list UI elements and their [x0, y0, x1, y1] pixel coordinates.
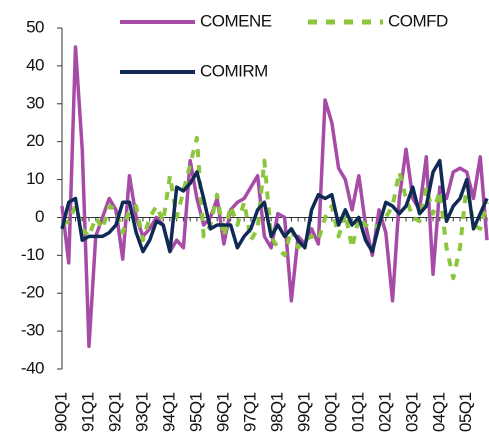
y-tick-label: 0 [35, 207, 44, 226]
x-tick-label: 96Q1 [213, 392, 232, 432]
y-tick-label: 10 [26, 169, 44, 188]
x-tick-label: 94Q1 [159, 392, 178, 432]
x-tick-label: 04Q1 [429, 392, 448, 432]
x-tick-label: 93Q1 [132, 392, 151, 432]
x-tick-label: 98Q1 [267, 392, 286, 432]
x-tick-label: 05Q1 [456, 392, 475, 432]
legend-label: COMENE [200, 11, 272, 30]
y-tick-label: 40 [26, 55, 44, 74]
series-line [60, 45, 489, 349]
series-line [61, 135, 489, 281]
x-tick-label: 03Q1 [402, 392, 421, 432]
x-tick-label: 91Q1 [78, 392, 97, 432]
x-tick-label: 00Q1 [321, 392, 340, 432]
legend-label: COMIRM [200, 61, 268, 80]
y-tick-label: 30 [26, 93, 44, 112]
x-tick-label: 92Q1 [105, 392, 124, 432]
x-tick-label: 01Q1 [348, 392, 367, 432]
y-tick-label: -20 [21, 283, 44, 302]
series-line [60, 158, 489, 254]
y-tick-label: -10 [21, 245, 44, 264]
y-tick-label: 20 [26, 131, 44, 150]
x-tick-label: 95Q1 [186, 392, 205, 432]
y-tick-label: 50 [26, 17, 44, 36]
y-tick-label: -40 [21, 358, 44, 377]
y-tick-label: -30 [21, 321, 44, 340]
x-tick-label: 02Q1 [375, 392, 394, 432]
x-tick-label: 97Q1 [240, 392, 259, 432]
x-tick-label: 99Q1 [294, 392, 313, 432]
x-tick-label: 90Q1 [51, 392, 70, 432]
legend-label: COMFD [388, 11, 448, 30]
